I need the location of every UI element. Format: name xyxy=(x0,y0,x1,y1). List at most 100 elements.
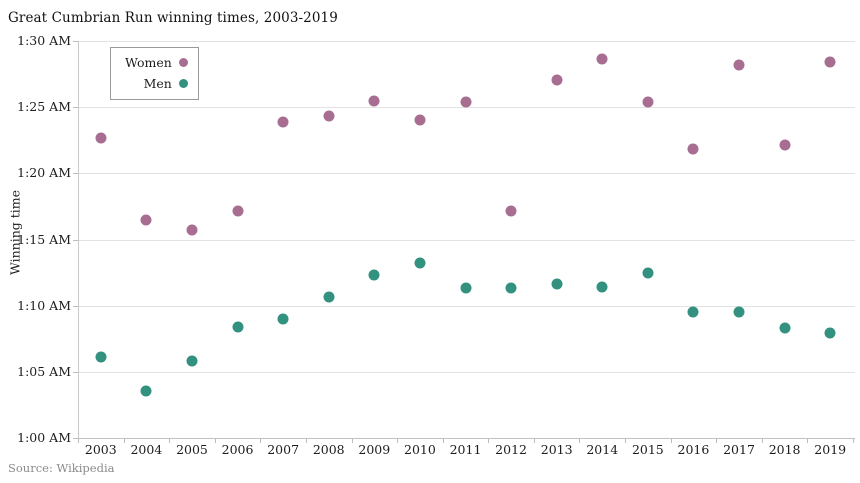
x-tick-mark xyxy=(533,438,535,443)
data-point-women-2004[interactable] xyxy=(140,214,152,226)
x-tick-mark xyxy=(260,438,262,443)
x-tick-label-2005: 2005 xyxy=(176,442,208,457)
data-point-women-2006[interactable] xyxy=(232,205,244,217)
legend-item-men: Men xyxy=(125,74,188,93)
x-tick-mark xyxy=(488,438,490,443)
y-tick-label: 1:05 AM xyxy=(17,363,71,379)
data-point-women-2018[interactable] xyxy=(779,139,791,151)
gridline-1-15-AM xyxy=(78,239,855,241)
women-swatch-icon xyxy=(178,58,188,67)
x-tick-label-2012: 2012 xyxy=(495,442,527,457)
data-point-men-2009[interactable] xyxy=(368,269,380,281)
x-tick-label-2016: 2016 xyxy=(677,442,710,457)
gridline-1-10-AM xyxy=(78,305,855,307)
data-point-men-2016[interactable] xyxy=(687,306,699,318)
x-tick-label-2003: 2003 xyxy=(84,442,117,457)
x-tick-mark xyxy=(807,438,809,443)
data-point-men-2004[interactable] xyxy=(140,385,152,397)
x-tick-label-2004: 2004 xyxy=(130,442,163,457)
data-point-men-2007[interactable] xyxy=(277,313,289,325)
data-point-men-2015[interactable] xyxy=(642,267,654,279)
x-tick-label-2006: 2006 xyxy=(221,442,254,457)
x-tick-mark xyxy=(442,438,444,443)
x-tick-label-2008: 2008 xyxy=(312,442,345,457)
data-point-women-2015[interactable] xyxy=(642,96,654,108)
y-tick-mark xyxy=(73,173,78,175)
data-point-men-2008[interactable] xyxy=(323,291,335,303)
data-point-men-2006[interactable] xyxy=(232,321,244,333)
data-point-women-2012[interactable] xyxy=(505,205,517,217)
gridline-1-25-AM xyxy=(78,107,855,109)
data-point-men-2013[interactable] xyxy=(551,278,563,290)
y-tick-label: 1:00 AM xyxy=(17,430,71,445)
x-tick-label-2009: 2009 xyxy=(358,442,391,457)
gridline-1-00-AM xyxy=(78,438,855,439)
gridline-1-20-AM xyxy=(78,173,855,175)
data-point-men-2005[interactable] xyxy=(186,355,198,367)
x-tick-label-2018: 2018 xyxy=(768,442,801,457)
data-point-women-2009[interactable] xyxy=(368,95,380,107)
data-point-women-2019[interactable] xyxy=(824,56,836,68)
x-tick-mark xyxy=(169,438,171,443)
x-tick-mark xyxy=(670,438,672,443)
data-point-women-2013[interactable] xyxy=(551,74,563,86)
gridline-1-05-AM xyxy=(78,371,855,373)
x-tick-mark xyxy=(78,438,79,443)
legend-label-men: Men xyxy=(143,76,172,91)
data-point-women-2005[interactable] xyxy=(186,224,198,236)
data-point-men-2011[interactable] xyxy=(460,282,471,294)
y-tick-mark xyxy=(73,438,78,439)
data-point-men-2017[interactable] xyxy=(733,306,745,318)
x-tick-label-2011: 2011 xyxy=(449,442,482,457)
x-tick-mark xyxy=(716,438,718,443)
data-point-women-2016[interactable] xyxy=(687,143,699,155)
y-tick-mark xyxy=(73,107,78,109)
y-axis-line xyxy=(78,41,79,438)
source-note: Source: Wikipedia xyxy=(8,461,115,475)
data-point-men-2019[interactable] xyxy=(824,327,836,339)
data-point-men-2012[interactable] xyxy=(505,282,517,294)
y-tick-mark xyxy=(73,371,78,373)
y-tick-label: 1:10 AM xyxy=(17,297,71,313)
data-point-men-2003[interactable] xyxy=(95,351,107,363)
x-tick-mark xyxy=(625,438,627,443)
y-tick-label: 1:20 AM xyxy=(17,165,71,181)
x-tick-label-2017: 2017 xyxy=(723,442,755,457)
y-tick-label: 1:25 AM xyxy=(17,99,71,115)
x-tick-mark xyxy=(214,438,216,443)
data-point-women-2014[interactable] xyxy=(596,53,608,65)
x-tick-label-2019: 2019 xyxy=(814,442,847,457)
x-tick-mark xyxy=(351,438,353,443)
data-point-men-2014[interactable] xyxy=(596,281,608,293)
gridline-1-30-AM xyxy=(78,41,855,42)
data-point-women-2003[interactable] xyxy=(95,132,107,144)
x-tick-label-2014: 2014 xyxy=(586,442,619,457)
chart-title: Great Cumbrian Run winning times, 2003-2… xyxy=(8,10,338,26)
legend-item-women: Women xyxy=(125,53,188,72)
men-swatch-icon xyxy=(178,79,188,88)
x-tick-label-2013: 2013 xyxy=(540,442,573,457)
x-tick-mark xyxy=(397,438,399,443)
y-tick-mark xyxy=(73,305,78,307)
legend-label-women: Women xyxy=(125,55,172,70)
data-point-men-2010[interactable] xyxy=(414,257,426,269)
x-tick-label-2015: 2015 xyxy=(631,442,664,457)
data-point-women-2008[interactable] xyxy=(323,110,335,122)
y-tick-label: 1:30 AM xyxy=(17,33,71,48)
x-tick-mark xyxy=(579,438,581,443)
x-tick-label-2007: 2007 xyxy=(267,442,300,457)
x-tick-label-2010: 2010 xyxy=(404,442,436,457)
x-tick-mark xyxy=(853,438,854,443)
data-point-women-2017[interactable] xyxy=(733,59,745,71)
data-point-women-2010[interactable] xyxy=(414,114,426,126)
legend: Women Men xyxy=(110,47,199,100)
y-tick-mark xyxy=(73,239,78,241)
data-point-women-2007[interactable] xyxy=(277,116,289,127)
x-tick-mark xyxy=(123,438,125,443)
data-point-men-2018[interactable] xyxy=(779,322,791,334)
y-tick-mark xyxy=(73,41,78,42)
x-tick-mark xyxy=(761,438,763,443)
data-point-women-2011[interactable] xyxy=(460,96,471,108)
